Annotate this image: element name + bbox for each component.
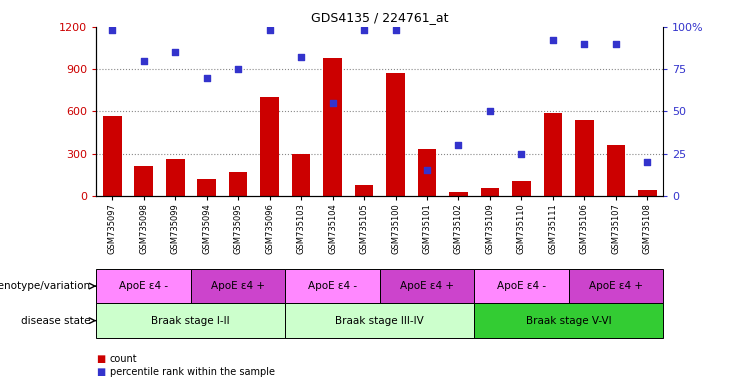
Point [358, 27, 370, 33]
Bar [575, 120, 594, 196]
Bar [638, 190, 657, 196]
Bar [512, 181, 531, 196]
Text: ■: ■ [96, 354, 105, 364]
Text: genotype/variation: genotype/variation [0, 281, 90, 291]
Bar [285, 269, 380, 303]
Text: ■: ■ [96, 367, 105, 377]
Bar [569, 269, 663, 303]
Point [327, 100, 339, 106]
Point [264, 27, 276, 33]
Point [516, 151, 528, 157]
Text: Braak stage V-VI: Braak stage V-VI [526, 316, 611, 326]
Bar [292, 154, 310, 196]
Point [579, 41, 591, 47]
Bar [323, 58, 342, 196]
Bar [102, 116, 122, 196]
Bar [260, 97, 279, 196]
Bar [96, 269, 191, 303]
Bar [165, 159, 185, 196]
Bar [285, 303, 474, 338]
Text: ApoE ε4 +: ApoE ε4 + [589, 281, 643, 291]
Point [610, 41, 622, 47]
Bar [96, 303, 285, 338]
Text: disease state: disease state [21, 316, 90, 326]
Text: ApoE ε4 -: ApoE ε4 - [308, 281, 357, 291]
Bar [191, 269, 285, 303]
Bar [544, 113, 562, 196]
Bar [606, 145, 625, 196]
Point [138, 58, 150, 64]
Bar [480, 188, 499, 196]
Point [484, 108, 496, 114]
Title: GDS4135 / 224761_at: GDS4135 / 224761_at [311, 11, 448, 24]
Text: Braak stage I-II: Braak stage I-II [151, 316, 230, 326]
Point [453, 142, 465, 148]
Point [232, 66, 244, 72]
Text: count: count [110, 354, 137, 364]
Bar [355, 185, 373, 196]
Point [169, 49, 181, 55]
Bar [379, 269, 474, 303]
Point [642, 159, 654, 165]
Bar [474, 269, 569, 303]
Point [106, 27, 118, 33]
Point [547, 37, 559, 43]
Point [421, 167, 433, 174]
Text: Braak stage III-IV: Braak stage III-IV [336, 316, 424, 326]
Bar [449, 192, 468, 196]
Text: ApoE ε4 +: ApoE ε4 + [211, 281, 265, 291]
Bar [197, 179, 216, 196]
Bar [418, 149, 436, 196]
Bar [386, 73, 405, 196]
Text: ApoE ε4 -: ApoE ε4 - [119, 281, 168, 291]
Bar [474, 303, 663, 338]
Point [201, 74, 213, 81]
Text: ApoE ε4 +: ApoE ε4 + [400, 281, 454, 291]
Point [295, 54, 307, 60]
Bar [228, 172, 247, 196]
Bar [134, 166, 153, 196]
Point [390, 27, 402, 33]
Text: percentile rank within the sample: percentile rank within the sample [110, 367, 275, 377]
Text: ApoE ε4 -: ApoE ε4 - [497, 281, 546, 291]
